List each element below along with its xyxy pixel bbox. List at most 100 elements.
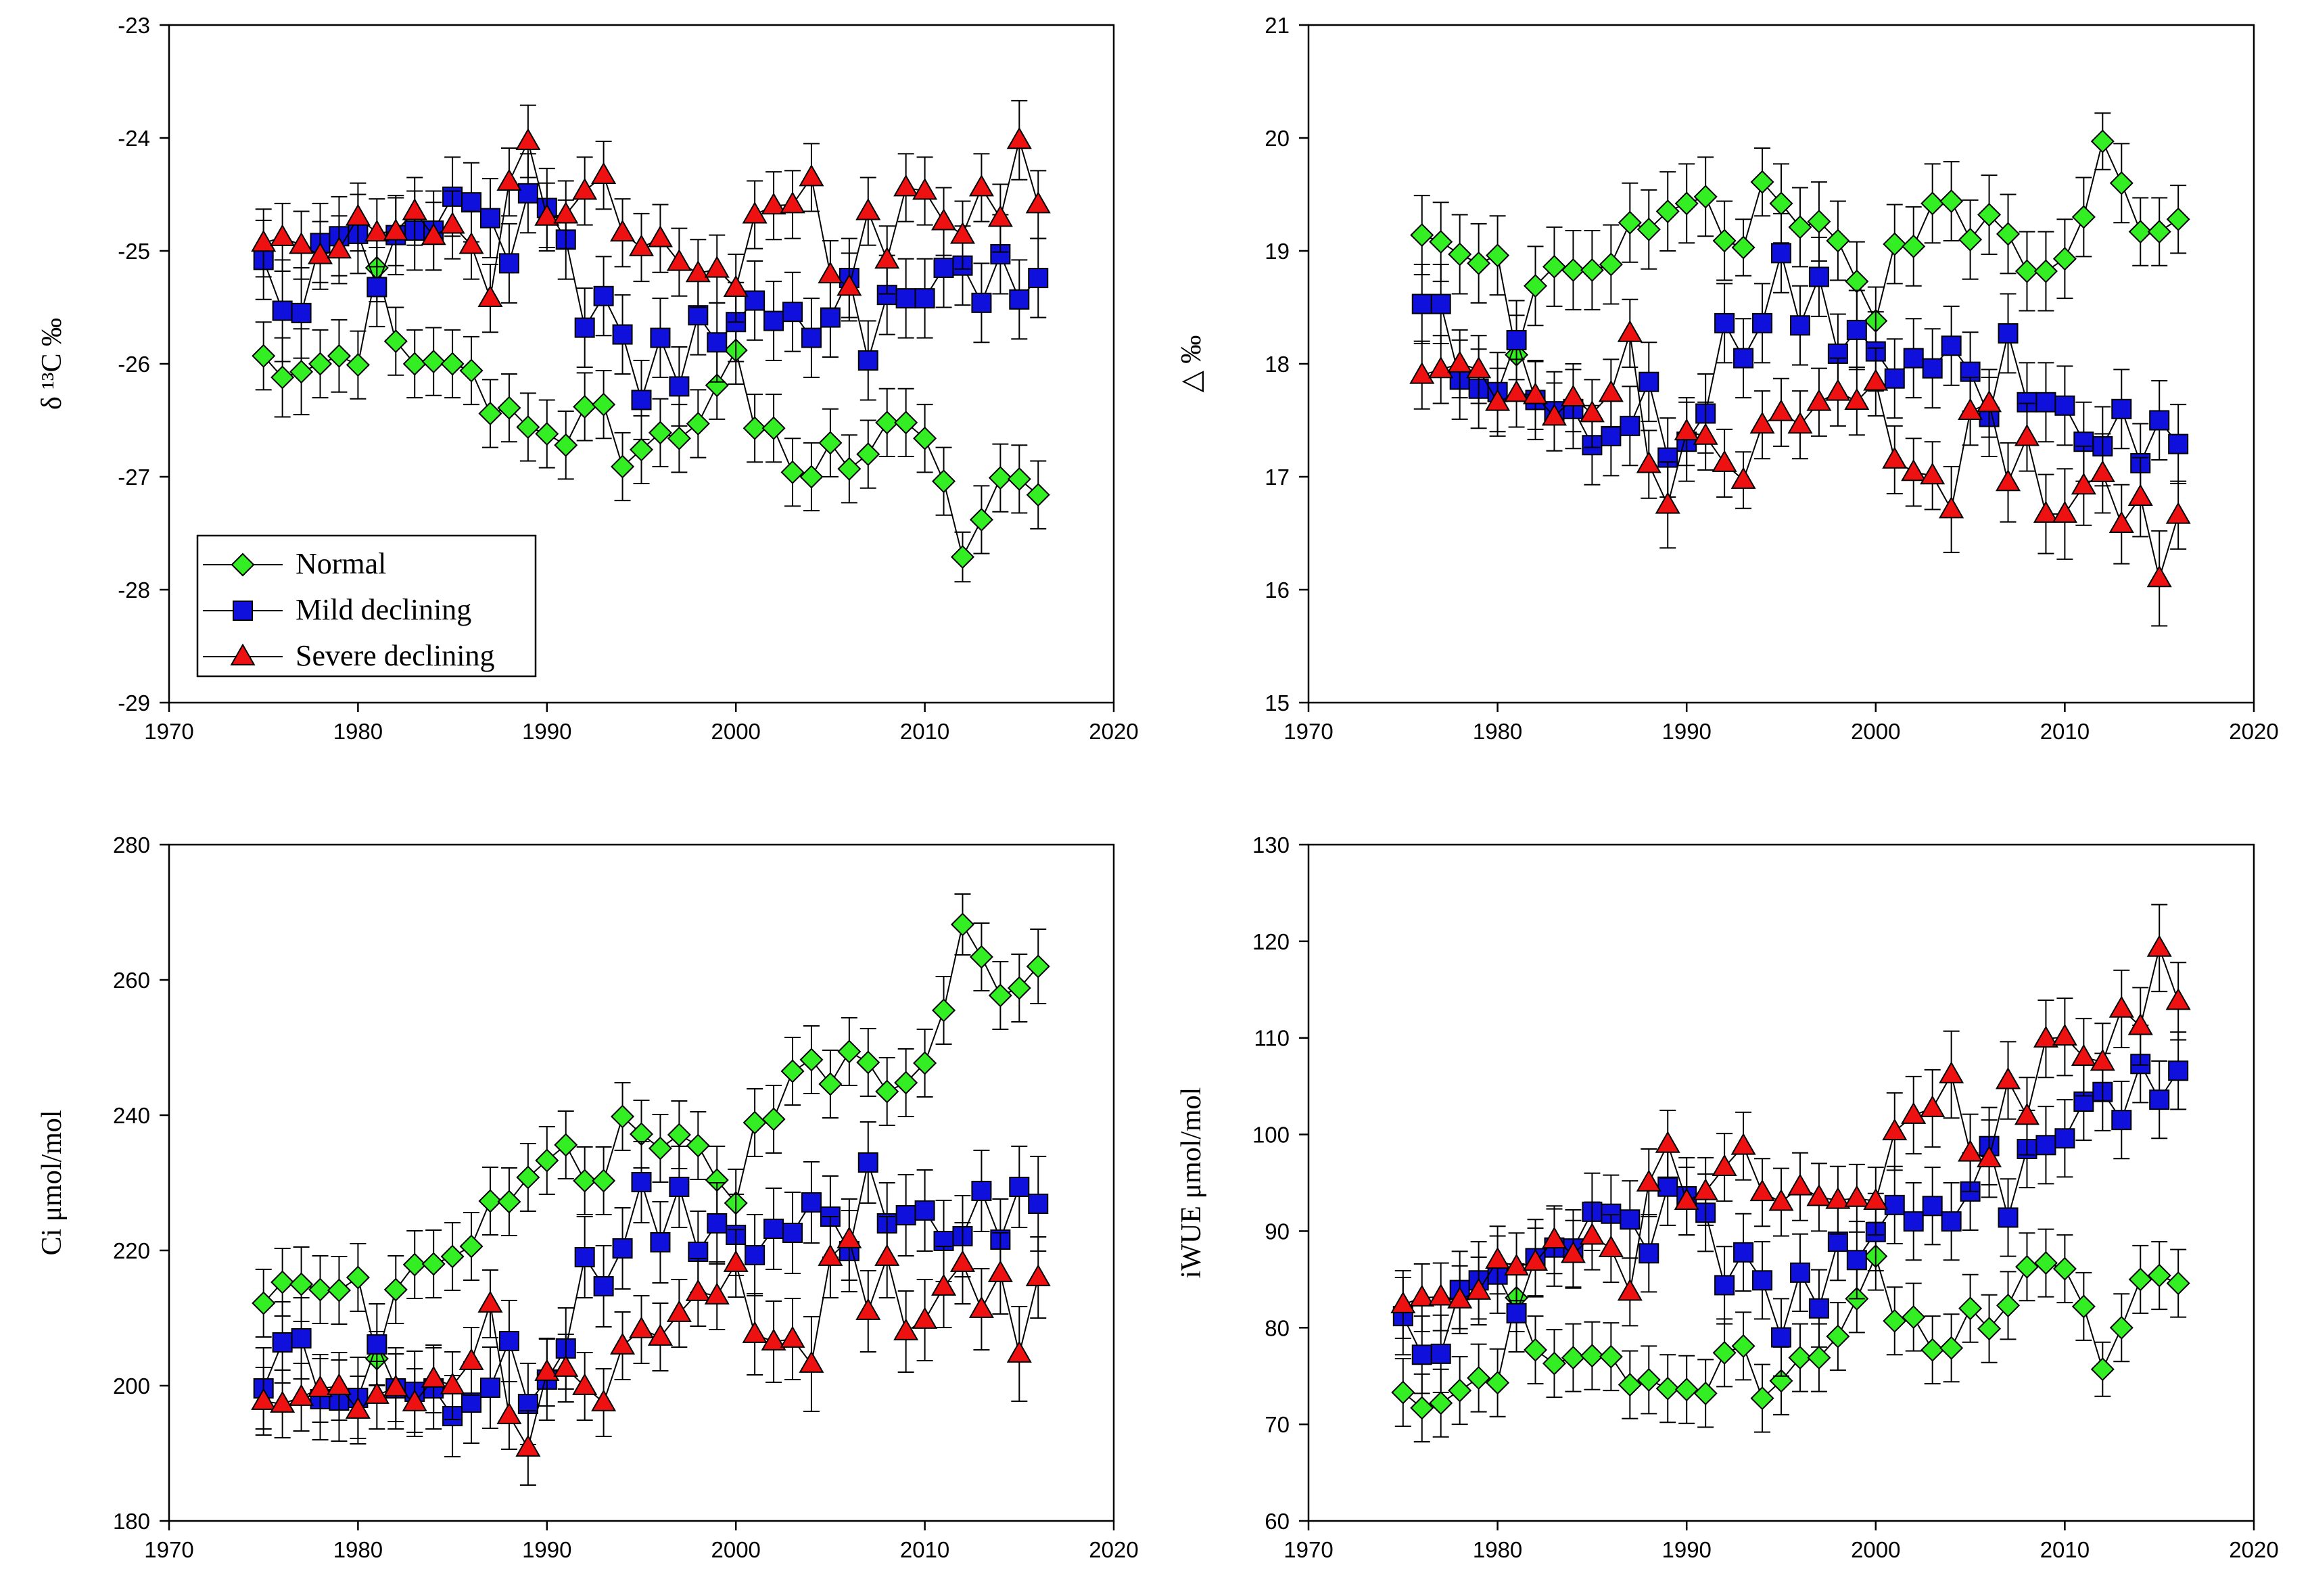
data-point-severe	[1598, 1235, 1624, 1258]
data-point-mild	[650, 327, 671, 348]
data-point-normal	[1007, 467, 1031, 491]
data-point-mild	[1657, 1176, 1678, 1197]
y-tick-label: 80	[1265, 1315, 1290, 1340]
data-point-severe	[1617, 1278, 1643, 1301]
y-tick-label: 60	[1265, 1509, 1290, 1534]
data-point-mild	[1028, 268, 1049, 289]
data-point-mild	[2111, 1110, 2132, 1131]
data-point-normal	[478, 401, 502, 425]
data-point-mild	[763, 1219, 784, 1239]
data-point-severe	[1006, 1340, 1032, 1363]
data-point-mild	[498, 1331, 519, 1351]
data-point-severe	[1844, 1185, 1870, 1207]
data-point-severe	[1749, 1179, 1775, 1202]
data-point-severe	[515, 1434, 541, 1457]
legend-label-normal: Normal	[296, 547, 386, 580]
data-point-severe	[1466, 1277, 1492, 1300]
y-tick-label: 240	[113, 1103, 150, 1128]
data-point-severe	[628, 1316, 655, 1338]
data-point-mild	[971, 292, 992, 313]
data-point-normal	[535, 1148, 559, 1173]
data-point-normal	[2033, 1251, 2058, 1275]
data-point-severe	[685, 260, 711, 283]
data-point-normal	[516, 415, 540, 440]
data-point-normal	[1693, 1381, 1718, 1405]
data-point-mild	[1808, 266, 1829, 287]
data-point-severe	[1882, 446, 1908, 469]
data-point-normal	[1026, 483, 1050, 507]
data-point-severe	[1541, 1226, 1568, 1249]
data-point-mild	[479, 208, 500, 229]
legend-marker-mild	[233, 601, 253, 621]
data-point-mild	[631, 1172, 652, 1192]
data-point-normal	[780, 460, 805, 484]
data-point-normal	[592, 392, 616, 417]
data-point-severe	[2071, 472, 2096, 495]
data-point-severe	[1025, 1264, 1051, 1286]
data-point-mild	[1752, 312, 1773, 333]
data-point-normal	[1845, 269, 1869, 294]
data-point-severe	[289, 1384, 314, 1406]
x-tick-label: 1980	[1473, 719, 1522, 744]
x-tick-label: 1980	[333, 719, 383, 744]
series-mild	[253, 1121, 1049, 1457]
data-point-mild	[933, 258, 954, 279]
y-tick-label: 15	[1265, 690, 1290, 715]
data-point-normal	[1958, 227, 1983, 252]
data-point-normal	[1807, 210, 1831, 234]
data-point-severe	[1844, 388, 1870, 410]
data-point-severe	[1655, 1131, 1680, 1153]
data-point-severe	[1806, 1183, 1832, 1206]
data-point-normal	[761, 416, 786, 440]
data-point-normal	[2052, 1257, 2077, 1281]
data-point-severe	[1636, 451, 1661, 473]
data-point-normal	[327, 344, 351, 368]
data-point-severe	[818, 1244, 843, 1266]
data-point-normal	[611, 454, 635, 479]
x-tick-label: 1970	[1283, 1537, 1333, 1562]
data-point-normal	[1429, 1391, 1453, 1415]
data-point-normal	[440, 1244, 465, 1269]
data-point-mild	[1771, 1327, 1791, 1348]
data-point-normal	[837, 456, 862, 481]
data-point-mild	[1846, 319, 1867, 340]
data-point-mild	[820, 307, 841, 328]
data-point-severe	[1939, 496, 1964, 519]
data-point-severe	[1006, 126, 1032, 149]
data-point-severe	[912, 177, 938, 200]
data-point-normal	[1561, 258, 1585, 282]
data-point-mild	[272, 1332, 293, 1353]
data-point-severe	[251, 229, 277, 252]
legend-marker-severe	[230, 643, 256, 665]
data-point-severe	[931, 1273, 957, 1296]
data-point-severe	[326, 1373, 352, 1395]
data-point-severe	[458, 232, 484, 254]
data-point-mild	[1941, 335, 1962, 356]
y-tick-label: 70	[1265, 1412, 1290, 1437]
data-point-severe	[1485, 389, 1511, 411]
data-point-normal	[2090, 1357, 2115, 1382]
data-point-mild	[1620, 1209, 1641, 1230]
data-point-mild	[498, 253, 519, 274]
series-normal	[252, 233, 1050, 583]
data-point-mild	[1430, 294, 1451, 314]
data-point-severe	[1749, 411, 1775, 434]
data-point-normal	[1486, 243, 1510, 268]
data-point-severe	[2108, 511, 2134, 534]
data-point-severe	[1560, 384, 1586, 406]
data-point-severe	[1390, 1291, 1416, 1313]
data-point-severe	[647, 1323, 673, 1346]
data-point-normal	[497, 1190, 521, 1214]
data-point-normal	[1939, 189, 1964, 214]
data-point-severe	[647, 225, 673, 248]
data-point-mild	[857, 350, 878, 371]
data-point-severe	[477, 1290, 503, 1313]
data-point-normal	[1524, 1338, 1548, 1362]
data-point-severe	[289, 232, 314, 254]
data-point-mild	[1903, 1211, 1924, 1232]
data-point-normal	[1826, 1324, 1850, 1348]
data-point-mild	[574, 317, 595, 338]
data-point-severe	[1977, 390, 2002, 413]
data-point-mild	[1884, 1194, 1905, 1215]
data-point-normal	[856, 1050, 880, 1075]
